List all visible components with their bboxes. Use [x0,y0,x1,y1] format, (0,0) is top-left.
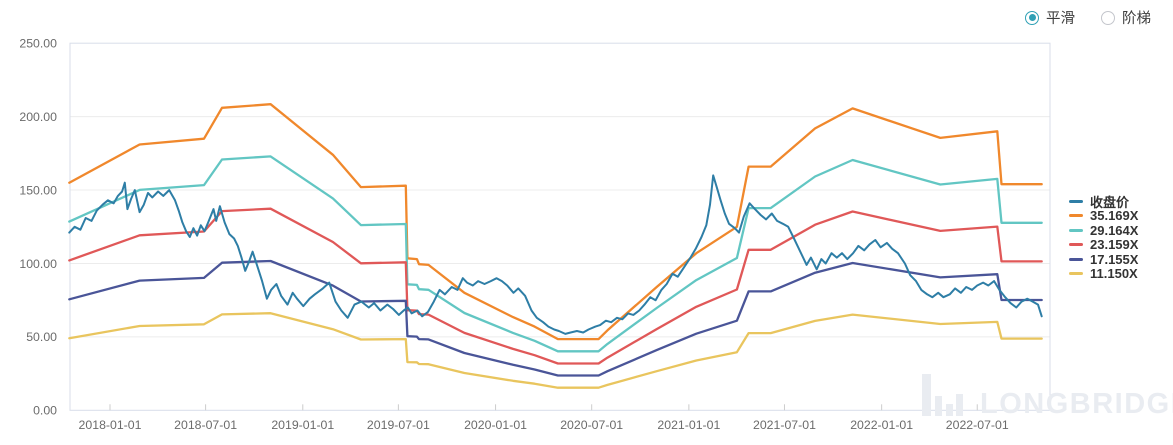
x-axis-label: 2020-07-01 [560,418,623,432]
radio-smooth-label: 平滑 [1046,11,1075,27]
legend-label: 23.159X [1090,237,1139,253]
chart-legend: 收盘价 35.169X 29.164X 23.159X 17.155X 11.1… [1069,194,1138,281]
radio-step-label: 阶梯 [1122,11,1151,27]
y-axis-label: 200.00 [19,110,57,124]
y-axis-label: 100.00 [19,257,57,271]
legend-label: 11.150X [1090,266,1138,282]
legend-swatch [1069,272,1083,276]
legend-label: 29.164X [1090,222,1139,238]
legend-swatch [1069,228,1083,232]
legend-item-band-17x[interactable]: 17.155X [1069,252,1138,267]
y-axis-label: 250.00 [19,37,57,51]
x-axis-label: 2018-07-01 [174,418,237,432]
radio-step-icon [1101,10,1115,25]
series-lines [68,103,1043,389]
x-axis-label: 2021-07-01 [753,418,816,432]
y-axis-label: 150.00 [19,183,57,197]
x-axis-label: 2018-01-01 [79,418,142,432]
smoothing-toggle: 平滑 阶梯 [1025,7,1151,28]
gridlines [70,116,1050,338]
series-line-band-11x [68,312,1043,389]
series-line-band-23x [68,207,1043,365]
x-axis-label: 2022-01-01 [850,418,913,432]
x-axis-label: 2020-01-01 [464,418,527,432]
legend-item-band-23x[interactable]: 23.159X [1069,237,1139,253]
radio-smooth-icon [1025,10,1039,25]
series-line-band-17x [68,259,1043,377]
y-axis-label: 0.00 [33,404,57,418]
series-line-band-29x [68,155,1043,353]
legend-label: 收盘价 [1090,194,1130,210]
plot-border [69,42,1051,411]
series-line-band-35x [68,103,1043,341]
legend-swatch [1069,257,1083,261]
x-axis-label: 2022-07-01 [946,418,1009,432]
axis-labels: 0.00 50.00 100.00 150.00 200.00 250.00 2018-01… [19,37,1008,432]
radio-step[interactable]: 阶梯 [1101,7,1151,28]
legend-label: 35.169X [1090,208,1139,224]
legend-label: 17.155X [1090,251,1139,267]
legend-swatch [1069,199,1083,203]
radio-smooth[interactable]: 平滑 [1025,7,1075,28]
x-axis-label: 2019-01-01 [271,418,334,432]
axis-ticks [109,404,978,411]
legend-item-band-11x[interactable]: 11.150X [1069,266,1138,282]
x-axis-label: 2021-01-01 [657,418,720,432]
y-axis-label: 50.00 [26,330,57,344]
legend-item-band-29x[interactable]: 29.164X [1069,223,1138,238]
legend-item-close[interactable]: 收盘价 [1069,194,1138,210]
series-line-close [68,174,1043,335]
legend-item-band-35x[interactable]: 35.169X [1069,208,1139,224]
x-axis-label: 2019-07-01 [367,418,430,432]
legend-swatch [1069,243,1083,247]
legend-swatch [1069,214,1083,218]
